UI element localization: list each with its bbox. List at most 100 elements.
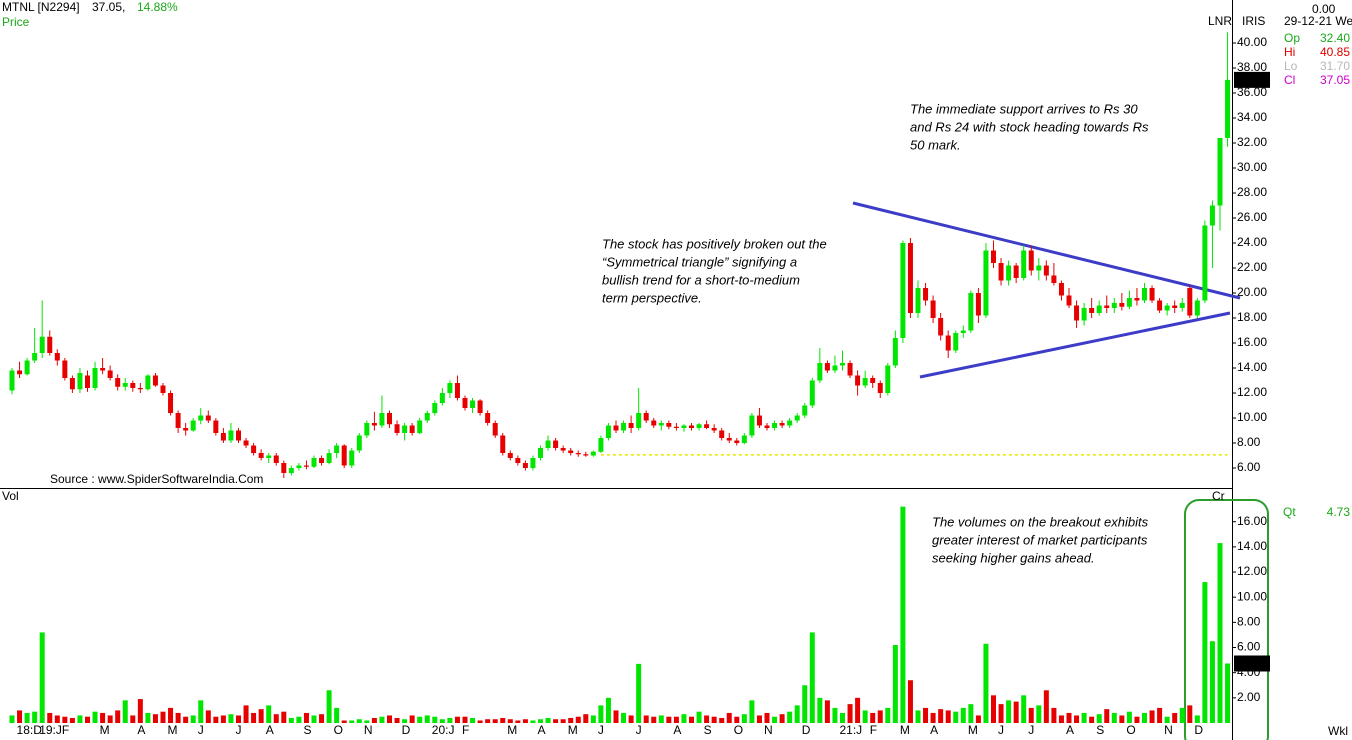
volume-bar xyxy=(945,710,951,723)
x-tick-label: O xyxy=(334,723,343,737)
candle-body xyxy=(991,250,996,263)
volume-bar xyxy=(817,697,823,723)
volume-bar xyxy=(741,714,747,723)
volume-bar xyxy=(319,714,325,723)
volume-bar xyxy=(885,707,891,723)
volume-bar xyxy=(613,710,619,723)
candle-body xyxy=(288,468,294,473)
y-tick-label: 32.00 xyxy=(1237,135,1267,149)
candle-body xyxy=(387,413,392,425)
y-tick-label: 24.00 xyxy=(1237,235,1267,249)
y-tick-label: 10.00 xyxy=(1237,410,1267,424)
close-badge-label: 37.05 xyxy=(1236,72,1266,86)
candle-body xyxy=(741,435,747,443)
high-label: Hi xyxy=(1284,45,1295,59)
candle-body xyxy=(583,454,589,456)
x-tick-label: M xyxy=(900,723,910,737)
y-tick-label: 16.00 xyxy=(1237,335,1267,349)
candle-body xyxy=(281,463,287,473)
candle-body xyxy=(470,400,476,408)
volume-bar xyxy=(515,720,521,723)
open-label: Op xyxy=(1284,31,1300,45)
volume-bar xyxy=(9,715,15,723)
volume-bar xyxy=(824,700,830,723)
volume-bar xyxy=(764,712,770,723)
top-value: 0.00 xyxy=(1312,2,1336,16)
candle-body xyxy=(900,243,906,338)
candle-body xyxy=(326,453,332,463)
close-label: Cl xyxy=(1284,73,1295,87)
candle-body xyxy=(213,420,219,433)
volume-bar xyxy=(477,720,483,723)
candle-body xyxy=(824,363,830,371)
y-tick-label: 14.00 xyxy=(1237,539,1267,553)
candle-body xyxy=(1225,79,1231,138)
candle-body xyxy=(175,413,181,428)
volume-bar xyxy=(636,663,642,723)
volume-bar xyxy=(145,712,151,723)
candle-body xyxy=(424,413,430,421)
candle-body xyxy=(439,393,445,403)
candle-body xyxy=(696,424,702,428)
volume-bar xyxy=(311,715,317,723)
x-tick-label: A xyxy=(1066,723,1074,737)
source: Source : www.SpiderSoftwareIndia.Com xyxy=(50,472,263,486)
candle-body xyxy=(130,383,136,388)
volume-bar xyxy=(334,707,340,723)
candle-body xyxy=(1021,250,1027,278)
candle-body xyxy=(719,430,725,438)
volume-bar xyxy=(1043,690,1049,723)
volume-bar xyxy=(892,645,898,723)
volume-bar xyxy=(326,690,332,723)
x-tick-label: N xyxy=(364,723,373,737)
volume-bar xyxy=(62,716,68,723)
x-tick-label: S xyxy=(704,723,712,737)
volume-panel-title: Vol xyxy=(2,489,19,503)
candle-body xyxy=(711,428,717,431)
volume-bar xyxy=(462,716,468,723)
candle-body xyxy=(726,438,732,441)
candle-body xyxy=(1104,305,1110,308)
volume-bar xyxy=(862,710,868,723)
volume-bar xyxy=(704,715,710,723)
candle-body xyxy=(749,415,755,436)
volume-bar xyxy=(168,707,174,723)
annotation: term perspective. xyxy=(602,290,702,305)
x-tick-label: A xyxy=(673,723,681,737)
candle-body xyxy=(1179,303,1185,308)
volume-bar xyxy=(100,712,106,723)
volume-bar xyxy=(1089,716,1095,723)
candle-body xyxy=(658,423,664,426)
volume-bar xyxy=(749,700,755,723)
volume-bar xyxy=(847,704,853,723)
volume-bar xyxy=(130,715,136,723)
y-tick-label: 36.00 xyxy=(1237,85,1267,99)
volume-bar xyxy=(530,720,536,723)
volume-bar xyxy=(1006,700,1012,723)
y-tick-label: 12.00 xyxy=(1237,564,1267,578)
annotation: 50 mark. xyxy=(910,137,961,152)
candle-body xyxy=(553,440,559,448)
candle-body xyxy=(160,385,166,393)
volume-bar xyxy=(779,714,785,723)
volume-bar xyxy=(998,704,1004,723)
volume-bar xyxy=(1119,715,1125,723)
volume-bar xyxy=(923,707,929,723)
candle-body xyxy=(802,405,808,416)
volume-bar xyxy=(809,632,815,723)
candle-body xyxy=(1081,308,1087,321)
volume-bar xyxy=(772,716,778,723)
candle-body xyxy=(432,403,438,413)
candle-body xyxy=(787,420,793,426)
candle-body xyxy=(107,370,113,378)
candle-body xyxy=(1013,265,1019,278)
x-tick-label: J xyxy=(998,723,1004,737)
candle-body xyxy=(198,415,204,421)
candle-body xyxy=(243,440,249,446)
y-tick-label: 30.00 xyxy=(1237,160,1267,174)
volume-bar xyxy=(1134,716,1140,723)
candle-body xyxy=(915,288,921,313)
period: Wkl xyxy=(1328,724,1348,738)
volume-bar xyxy=(1074,715,1080,723)
x-tick-label: N xyxy=(764,723,773,737)
